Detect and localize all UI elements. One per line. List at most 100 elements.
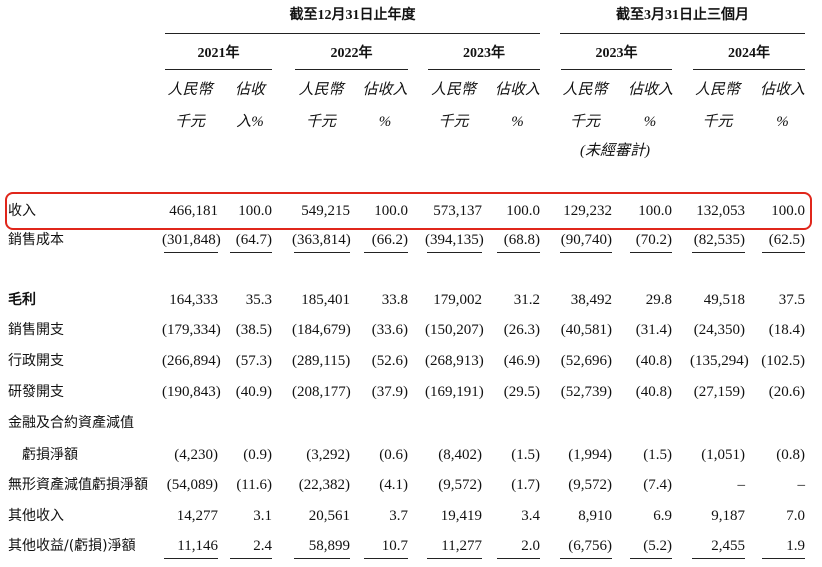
unit-label: 千元: [438, 114, 469, 130]
unit-label: 佔收: [234, 82, 265, 98]
cell-value: (363,814): [292, 232, 351, 248]
year-underline: [428, 69, 540, 70]
unit-label: 佔收入: [760, 82, 806, 98]
cell-value: 129,232: [563, 203, 612, 219]
cell-value: (9,572): [438, 477, 482, 493]
unit-label: 千元: [569, 114, 600, 130]
cell-value: 6.9: [653, 508, 672, 524]
cell-value: 100.0: [238, 203, 272, 219]
row-label: 銷售成本: [8, 232, 64, 248]
cell-value: (70.2): [635, 232, 672, 248]
unit-label: 人民幣: [694, 82, 740, 98]
cell-underline: [230, 558, 272, 559]
cell-value: –: [797, 477, 806, 493]
cell-value: 11,146: [177, 538, 218, 554]
cell-value: (7.4): [643, 477, 672, 493]
cell-value: (208,177): [292, 384, 351, 400]
group-title: 截至12月31日止年度: [289, 8, 416, 23]
cell-value: (68.8): [503, 232, 540, 248]
unit-label: %: [378, 114, 392, 130]
cell-value: (1.7): [511, 477, 540, 493]
cell-value: (26.3): [503, 322, 540, 338]
cell-value: 58,899: [308, 538, 350, 554]
cell-value: 31.2: [513, 292, 540, 308]
cell-value: 2.0: [521, 538, 540, 554]
cell-value: 3.1: [253, 508, 272, 524]
cell-value: (5.2): [643, 538, 672, 554]
cell-value: (24,350): [693, 322, 745, 338]
cell-value: 549,215: [301, 203, 350, 219]
cell-value: (33.6): [371, 322, 408, 338]
cell-value: (135,294): [690, 353, 749, 369]
cell-value: (8,402): [438, 447, 482, 463]
cell-value: 3.4: [521, 508, 540, 524]
cell-value: 100.0: [374, 203, 408, 219]
cell-underline: [164, 252, 218, 253]
cell-value: 179,002: [433, 292, 482, 308]
cell-value: (57.3): [235, 353, 272, 369]
cell-value: (27,159): [693, 384, 745, 400]
cell-value: (0.8): [776, 447, 805, 463]
row-label: 銷售開支: [8, 322, 64, 338]
cell-value: (40,581): [560, 322, 612, 338]
cell-value: 100.0: [506, 203, 540, 219]
group-underline: [560, 33, 805, 34]
unit-label: 千元: [702, 114, 733, 130]
cell-value: (54,089): [166, 477, 218, 493]
unit-label: 人民幣: [167, 82, 213, 98]
cell-value: (1.5): [511, 447, 540, 463]
cell-value: (82,535): [693, 232, 745, 248]
cell-value: (266,894): [162, 353, 221, 369]
cell-value: (20.6): [768, 384, 805, 400]
cell-value: 2,455: [711, 538, 745, 554]
cell-value: 33.8: [381, 292, 408, 308]
cell-value: 185,401: [301, 292, 350, 308]
year-underline: [295, 69, 408, 70]
cell-value: 19,419: [440, 508, 482, 524]
highlight-box: [5, 192, 812, 230]
cell-value: (29.5): [503, 384, 540, 400]
cell-value: 7.0: [786, 508, 805, 524]
cell-value: (22,382): [298, 477, 350, 493]
cell-underline: [497, 252, 540, 253]
cell-value: (52,739): [560, 384, 612, 400]
cell-underline: [692, 252, 745, 253]
row-label: 毛利: [8, 292, 36, 308]
cell-value: 14,277: [176, 508, 218, 524]
unit-label: 佔收入: [628, 82, 674, 98]
year-header: 2023年: [463, 46, 505, 61]
row-label: 研發開支: [8, 384, 64, 400]
cell-value: 466,181: [169, 203, 218, 219]
cell-value: 11,277: [441, 538, 482, 554]
cell-value: 9,187: [711, 508, 745, 524]
cell-underline: [164, 558, 218, 559]
cell-value: 2.4: [253, 538, 272, 554]
cell-underline: [560, 558, 612, 559]
row-label: 無形資產減值虧損淨額: [8, 477, 148, 493]
cell-underline: [294, 558, 350, 559]
year-header: 2024年: [728, 46, 770, 61]
row-label: 其他收益/(虧損)淨額: [8, 538, 136, 554]
cell-value: (4.1): [379, 477, 408, 493]
cell-value: (179,334): [162, 322, 221, 338]
cell-underline: [294, 252, 350, 253]
cell-underline: [630, 252, 672, 253]
unit-label: 千元: [305, 114, 336, 130]
cell-value: (1,994): [568, 447, 612, 463]
cell-value: (90,740): [560, 232, 612, 248]
cell-value: (40.8): [635, 384, 672, 400]
unit-label: 佔收入: [362, 82, 408, 98]
unit-label: %: [511, 114, 524, 130]
cell-value: (6,756): [568, 538, 612, 554]
row-label: 其他收入: [8, 508, 64, 524]
unit-label: 人民幣: [298, 82, 344, 98]
group-title: 截至3月31日止三個月: [616, 8, 749, 23]
unit-label: 人民幣: [430, 82, 476, 98]
unit-label: %: [643, 114, 657, 130]
cell-value: 573,137: [433, 203, 482, 219]
cell-underline: [762, 252, 805, 253]
cell-underline: [762, 558, 805, 559]
cell-underline: [364, 558, 408, 559]
row-label: 虧損淨額: [22, 447, 78, 463]
